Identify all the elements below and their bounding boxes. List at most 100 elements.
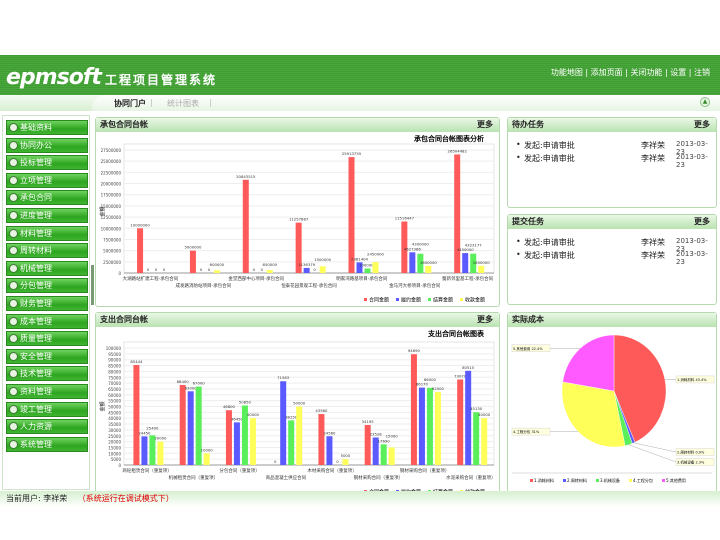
bar [478, 265, 485, 273]
sidebar-item[interactable]: 进度管理 [6, 208, 88, 223]
data-label: 50850 [239, 400, 252, 405]
slice-label: 5.其他费用 22.4% [513, 346, 543, 351]
bar [410, 354, 417, 465]
module-icon [9, 281, 18, 291]
data-label: 0 [253, 267, 256, 272]
sidebar-item[interactable]: 投标管理 [6, 155, 88, 171]
task-text[interactable]: 发起:申请审批 [524, 251, 575, 260]
task-date: 2013-03-23 [676, 140, 708, 156]
bar [249, 418, 256, 465]
bar [266, 270, 273, 273]
sidebar-item[interactable]: 资料管理 [6, 384, 88, 399]
sidebar-item[interactable]: 周转材料 [6, 243, 88, 259]
sidebar-item[interactable]: 安全管理 [6, 348, 88, 364]
more-link[interactable]: 更多 [694, 120, 710, 129]
sidebar-item-label: 成本管理 [20, 316, 52, 326]
task-text[interactable]: 发起:申请审批 [524, 154, 575, 163]
sidebar-splitter[interactable] [91, 265, 94, 305]
sidebar-item-label: 分包管理 [20, 281, 52, 291]
data-label: 4300000 [412, 242, 429, 247]
bar [233, 422, 240, 465]
sidebar-item[interactable]: 技术管理 [6, 366, 88, 382]
data-label: 94690 [408, 348, 421, 353]
expense-bar-chart: 支出合同台帐图表05000100001500020000250003000035… [99, 329, 496, 496]
link-logout[interactable]: 注销 [694, 68, 710, 77]
data-label: 43560 [315, 408, 328, 413]
sidebar-item[interactable]: 质量管理 [6, 331, 88, 347]
module-icon [9, 175, 18, 185]
task-item[interactable]: • 发起:申请审批 李祥荣 2013-03-23 [516, 237, 716, 253]
sidebar-item[interactable]: 系统管理 [6, 436, 88, 452]
more-link[interactable]: 更多 [694, 217, 710, 226]
task-user: 李祥荣 [641, 251, 665, 260]
legend-label: 合同金额 [369, 297, 389, 304]
bar [225, 410, 232, 465]
sidebar-item[interactable]: 材料管理 [6, 225, 88, 241]
sidebar-item[interactable]: 财务管理 [6, 296, 88, 311]
bar [319, 266, 326, 273]
module-icon [9, 299, 18, 308]
y-tick-label: 10000 [108, 451, 121, 456]
bar [296, 406, 303, 465]
y-tick-label: 100000 [106, 346, 122, 351]
sidebar-item-label: 承包合同 [20, 193, 52, 203]
module-icon [9, 334, 18, 344]
task-item[interactable]: • 发起:申请审批 李祥荣 2013-03-23 [516, 140, 716, 156]
bar [295, 222, 302, 273]
chart-title: 支出合同台帐图表 [427, 329, 485, 338]
slice-label: 2.周转材料 0.9% [677, 450, 705, 455]
sidebar-item[interactable]: 人力资源 [6, 419, 88, 435]
bar [203, 453, 210, 465]
collapse-up-icon[interactable]: ▲ [700, 97, 710, 107]
data-label: 23528 [370, 431, 383, 436]
chart-title: 承包合同台帐图表分析 [414, 134, 484, 143]
sidebar-item-label: 机械管理 [20, 263, 52, 273]
bar [434, 391, 441, 465]
data-label: 11257887 [289, 217, 309, 222]
task-item[interactable]: • 发起:申请审批 李祥荣 2013-03-23 [516, 153, 716, 169]
data-label: 2450000 [367, 252, 384, 257]
sidebar-item[interactable]: 承包合同 [6, 190, 88, 206]
sidebar-item[interactable]: 协同办公 [6, 137, 88, 153]
sidebar-item[interactable]: 竣工管理 [6, 401, 88, 417]
data-label: 1136379 [298, 262, 315, 267]
sidebar-item[interactable]: 基础资料 [6, 120, 88, 135]
data-label: 10000000 [130, 222, 150, 227]
y-tick-label: 85000 [108, 364, 121, 369]
sidebar-item-label: 资料管理 [20, 387, 52, 396]
tab-portal[interactable]: 协同门户 [114, 99, 146, 108]
panel-title: 待办任务 [512, 120, 544, 129]
task-date: 2013-03-23 [676, 250, 708, 266]
sidebar-item[interactable]: 立项管理 [6, 172, 88, 188]
bar [372, 262, 379, 273]
sidebar-item[interactable]: 分包管理 [6, 278, 88, 294]
link-settings[interactable]: 设置 [670, 68, 687, 77]
module-icon [9, 228, 18, 238]
label-box [511, 427, 551, 436]
task-text[interactable]: 发起:申请审批 [524, 141, 575, 150]
task-item[interactable]: • 发起:申请审批 李祥荣 2013-03-23 [516, 250, 716, 266]
more-link[interactable]: 更多 [477, 120, 493, 129]
task-text[interactable]: 发起:申请审批 [524, 238, 575, 247]
bar [356, 262, 363, 273]
legend-label: 收款金额 [465, 297, 485, 304]
bar [454, 154, 461, 273]
y-tick-label: 20000000 [101, 182, 122, 187]
slice-label: 4.工程分包 31% [513, 429, 540, 434]
data-label: 1000000 [359, 263, 376, 268]
data-label: 0 [163, 267, 166, 272]
link-add-page[interactable]: 添加页面 [590, 68, 623, 77]
sidebar: 基础资料协同办公投标管理 立项管理承包合同进度管理材料管理周转材料机械管理分包管理… [2, 115, 90, 490]
y-axis-label: 金额 [99, 401, 106, 411]
tab-charts[interactable]: 统计图表 [167, 99, 199, 108]
x-tick-label: 大湖路站扩建工程-承包合同 [123, 275, 179, 282]
data-label: 20000 [154, 436, 167, 441]
link-close-function[interactable]: 关闭功能 [630, 68, 663, 77]
more-link[interactable]: 更多 [477, 315, 493, 324]
sidebar-item[interactable]: 机械管理 [6, 260, 88, 276]
x-tick-label: 分包合同（重复项） [219, 467, 260, 474]
sidebar-item[interactable]: 成本管理 [6, 313, 88, 329]
module-icon [9, 158, 18, 168]
bar [348, 157, 355, 273]
link-function-map[interactable]: 功能地图 [550, 68, 583, 77]
